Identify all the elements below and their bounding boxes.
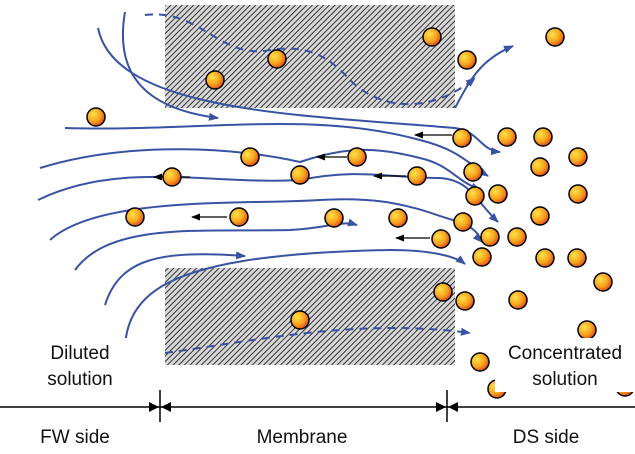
particle bbox=[432, 230, 450, 248]
particle bbox=[536, 249, 554, 267]
particle bbox=[389, 209, 407, 227]
particle bbox=[569, 185, 587, 203]
particle bbox=[454, 213, 472, 231]
particle bbox=[508, 228, 526, 246]
particle bbox=[569, 148, 587, 166]
particle bbox=[87, 108, 105, 126]
particle bbox=[473, 248, 491, 266]
page: Diluted solution Concentrated solution F… bbox=[0, 0, 635, 454]
ds-solution-label: Concentrated bbox=[508, 343, 622, 364]
particle bbox=[291, 166, 309, 184]
particle bbox=[241, 148, 259, 166]
dimension-line bbox=[0, 390, 635, 422]
particle bbox=[594, 273, 612, 291]
particle bbox=[498, 128, 516, 146]
particle bbox=[163, 168, 181, 186]
particle bbox=[291, 311, 309, 329]
particle bbox=[230, 208, 248, 226]
particle bbox=[348, 148, 366, 166]
particle bbox=[423, 28, 441, 46]
particle bbox=[464, 163, 482, 181]
particle bbox=[489, 185, 507, 203]
particle bbox=[206, 71, 224, 89]
particle bbox=[568, 249, 586, 267]
particle bbox=[534, 128, 552, 146]
particle bbox=[481, 228, 499, 246]
particle bbox=[546, 28, 564, 46]
membrane-lower bbox=[165, 268, 455, 365]
diagram: Diluted solution Concentrated solution F… bbox=[0, 0, 635, 454]
fw-solution-label: solution bbox=[47, 369, 113, 390]
particle bbox=[531, 158, 549, 176]
particle bbox=[471, 353, 489, 371]
particle bbox=[325, 209, 343, 227]
particle bbox=[456, 292, 474, 310]
fw-solution-label: Diluted bbox=[50, 343, 109, 364]
particle bbox=[466, 187, 484, 205]
particle bbox=[434, 283, 452, 301]
particle bbox=[458, 51, 476, 69]
particle bbox=[268, 50, 286, 68]
particle bbox=[453, 129, 471, 147]
region-label: FW side bbox=[40, 427, 110, 448]
region-label: DS side bbox=[513, 427, 580, 448]
particle bbox=[126, 208, 144, 226]
particle bbox=[531, 207, 549, 225]
particle bbox=[578, 321, 596, 339]
particle bbox=[509, 291, 527, 309]
ds-solution-label: solution bbox=[532, 369, 598, 390]
membrane-upper bbox=[165, 5, 455, 108]
particle bbox=[408, 167, 426, 185]
region-label: Membrane bbox=[257, 427, 348, 448]
